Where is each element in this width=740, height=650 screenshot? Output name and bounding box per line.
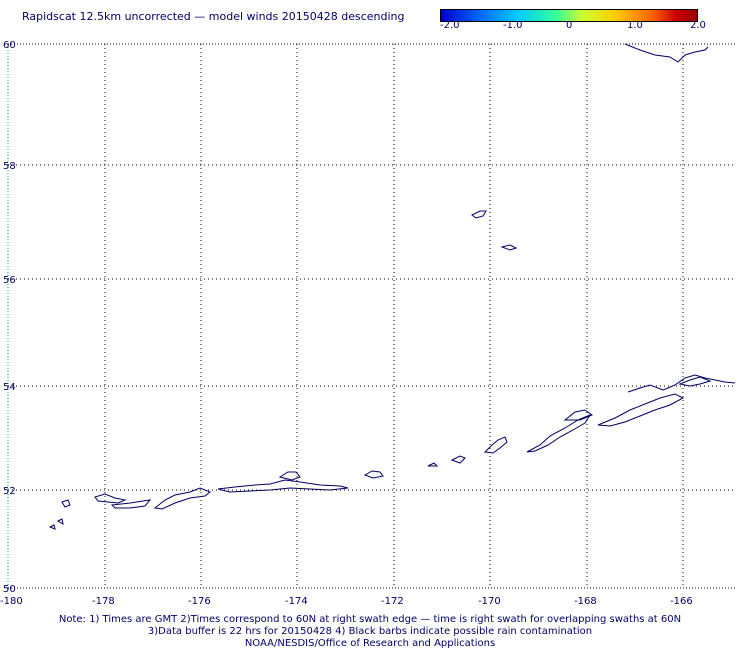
map-title: Rapidscat 12.5km uncorrected — model win… <box>22 10 405 23</box>
lat-label: 60 <box>3 40 16 51</box>
map-frame <box>7 43 735 589</box>
lat-label: 58 <box>3 161 16 172</box>
colorbar-label: -1.0 <box>503 20 523 31</box>
coastline-mainland <box>624 43 709 63</box>
lon-label: -176 <box>188 596 211 607</box>
note-line-3: NOAA/NESDIS/Office of Research and Appli… <box>244 638 496 649</box>
lat-label: 52 <box>3 486 16 497</box>
coastline-rat-islands <box>94 493 127 504</box>
lat-label: 50 <box>3 584 16 595</box>
note-line-2: 3)Data buffer is 22 hrs for 20150428 4) … <box>147 626 593 637</box>
lon-label: -170 <box>478 596 501 607</box>
note-line-1: Note: 1) Times are GMT 2)Times correspon… <box>58 614 682 625</box>
coastline-amlia-island <box>363 470 384 479</box>
lat-label: 56 <box>3 275 16 286</box>
longitude-grid <box>104 44 684 588</box>
coastline-unimak-island <box>563 409 594 421</box>
color-scale-bar <box>440 9 698 22</box>
lon-label: -178 <box>92 596 115 607</box>
lon-label: -166 <box>670 596 693 607</box>
latitude-grid <box>8 164 735 491</box>
colorbar-label: 1.0 <box>627 20 643 31</box>
coastline-alaska-peninsula <box>627 374 736 393</box>
colorbar-label: 0 <box>566 20 573 31</box>
coastline-umnak-island <box>483 436 508 454</box>
coastline-andreanof-islands <box>153 487 211 510</box>
colorbar-label: 2.0 <box>690 20 706 31</box>
colorbar-label: -2.0 <box>440 20 460 31</box>
lon-label: -174 <box>285 596 308 607</box>
coastline-atka-island <box>278 471 301 481</box>
lon-label: -180 <box>0 596 23 607</box>
lat-label: 54 <box>3 382 16 393</box>
lon-label: -172 <box>381 596 404 607</box>
lon-label: -168 <box>574 596 597 607</box>
coastline-st-paul-island <box>471 210 487 219</box>
coastline-attu-island <box>61 499 71 508</box>
coastline-unalaska-island <box>526 413 592 453</box>
coastlines <box>48 43 736 530</box>
coastline-st-george-island <box>500 244 518 251</box>
